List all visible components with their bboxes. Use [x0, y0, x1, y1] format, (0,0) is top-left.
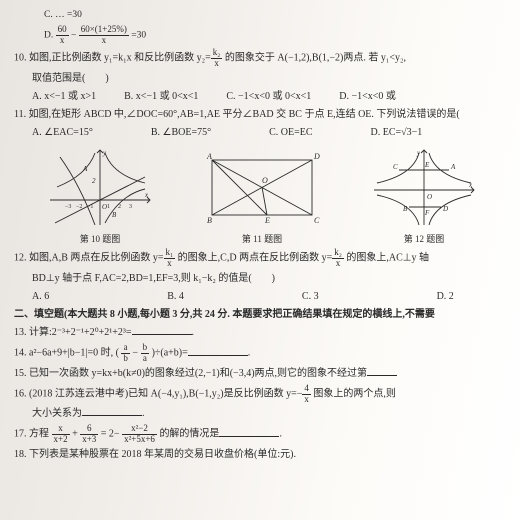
svg-text:2: 2 — [92, 177, 96, 185]
q13: 13. 计算:2⁻³+2⁻¹+2⁰+2¹+2³=. — [14, 325, 510, 341]
svg-text:D: D — [442, 205, 448, 213]
q16: 16. (2018 江苏连云港中考)已知 A(−4,y₁),B(−1,y₂)是反… — [14, 384, 510, 405]
q15: 15. 已知一次函数 y=kx+b(k≠0)的图象经过(2,−1)和(−3,4)… — [14, 366, 510, 382]
q14: 14. a²−6a+9+|b−1|=0 时, ( ab − ba )÷(a+b)… — [14, 343, 510, 364]
q17: 17. 方程 xx+2 + 6x+3 = 2− x²−2x²+5x+6 的解的情… — [14, 424, 510, 445]
q18: 18. 下列表是某种股票在 2018 年某周的交易日收盘价格(单位:元). — [14, 447, 510, 463]
svg-text:O: O — [427, 193, 432, 201]
svg-text:y: y — [416, 149, 421, 157]
svg-text:B: B — [403, 205, 408, 213]
svg-text:1: 1 — [107, 204, 110, 210]
q11-stem: 11. 如图,在矩形 ABCD 中,∠DOC=60°,AB=1,AE 平分∠BA… — [14, 107, 510, 123]
svg-text:D: D — [313, 152, 320, 161]
q10-options: A. x<−1 或 x>1B. x<−1 或 0<x<1C. −1<x<0 或 … — [14, 89, 510, 105]
q12-options: A. 6B. 4C. 3D. 2 — [14, 289, 510, 305]
svg-text:F: F — [424, 209, 430, 217]
svg-text:B: B — [112, 211, 117, 219]
svg-text:A: A — [206, 152, 212, 161]
svg-text:−2: −2 — [76, 204, 82, 210]
svg-text:C: C — [393, 163, 398, 171]
svg-text:B: B — [207, 216, 212, 225]
figures-row: A B O x y 2 −3 −2 −1 1 2 3 第 10 题图 — [14, 145, 510, 246]
svg-text:E: E — [264, 216, 270, 225]
fig12: A C E D B F O x y 第 12 题图 — [369, 145, 479, 246]
frac: 60x — [56, 25, 69, 46]
q12-stem: 12. 如图,A,B 两点在反比例函数 y=k₁x 的图象上,C,D 两点在反比… — [14, 248, 510, 269]
svg-text:3: 3 — [129, 204, 132, 210]
fig11: A D B C E O 第 11 题图 — [197, 145, 327, 246]
fig10: A B O x y 2 −3 −2 −1 1 2 3 第 10 题图 — [45, 145, 155, 246]
q11-options: A. ∠EAC=15°B. ∠BOE=75°C. OE=ECD. EC=√3−1 — [14, 125, 510, 141]
svg-text:2: 2 — [118, 204, 121, 210]
svg-text:A: A — [450, 163, 456, 171]
svg-text:−3: −3 — [65, 204, 71, 210]
svg-text:E: E — [424, 161, 430, 169]
top-optD-pre: D. — [44, 31, 56, 41]
svg-text:−1: −1 — [87, 204, 93, 210]
svg-text:A: A — [82, 165, 88, 173]
top-optC-pre: C. — [44, 10, 55, 20]
q10-stem: 10. 如图,正比例函数 y₁=k₁x 和反比例函数 y₂=k₂x 的图象交于 … — [14, 48, 510, 69]
svg-text:O: O — [262, 176, 268, 185]
section2-header: 二、填空题(本大题共 8 小题,每小题 3 分,共 24 分. 本题要求把正确结… — [14, 307, 510, 323]
svg-text:C: C — [314, 216, 320, 225]
